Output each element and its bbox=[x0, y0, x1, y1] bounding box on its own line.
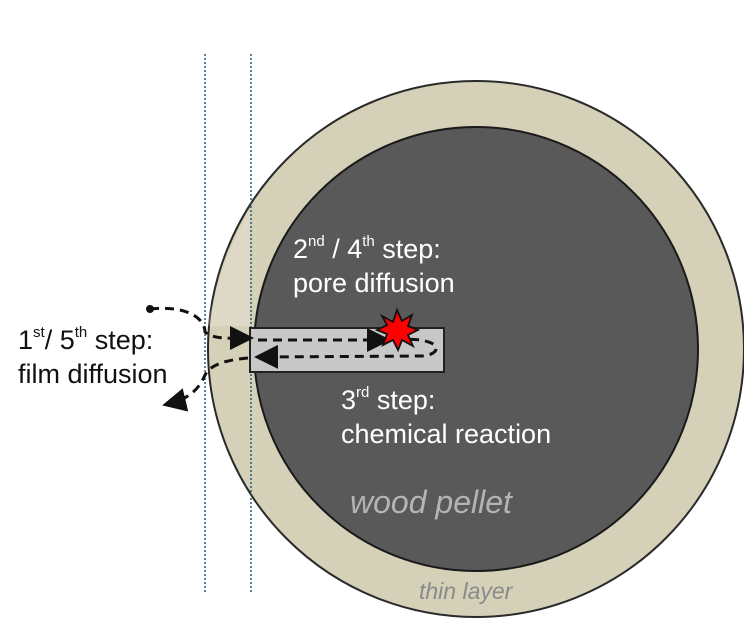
step2-line2: pore diffusion bbox=[293, 268, 455, 298]
wood-pellet-label: wood pellet bbox=[350, 484, 512, 520]
explosion-burst-icon bbox=[374, 307, 421, 353]
step1-sup-a: st bbox=[33, 324, 45, 341]
step2-sup-b: th bbox=[362, 233, 375, 250]
step2-mid: / 4 bbox=[324, 234, 363, 264]
pore-channel bbox=[249, 327, 445, 373]
step2-tail: step: bbox=[374, 234, 441, 264]
step1-label: 1st/ 5th step: film diffusion bbox=[18, 324, 168, 389]
step1-line2: film diffusion bbox=[18, 359, 168, 389]
incoming-diffusion-path bbox=[149, 306, 254, 351]
step2-label: 2nd / 4th step: pore diffusion bbox=[293, 233, 455, 298]
film-region bbox=[207, 210, 250, 326]
step3-sup: rd bbox=[356, 384, 370, 401]
step1-mid: / 5 bbox=[44, 325, 75, 355]
step3-label: 3rd step: chemical reaction bbox=[341, 384, 552, 449]
thin-layer-label: thin layer bbox=[419, 578, 513, 604]
step3-line2: chemical reaction bbox=[341, 419, 552, 449]
outgoing-diffusion-path bbox=[162, 356, 249, 412]
step1-tail: step: bbox=[87, 325, 154, 355]
step2-sup-a: nd bbox=[308, 233, 325, 250]
step1-sup-b: th bbox=[74, 324, 88, 341]
step3-tail: step: bbox=[369, 385, 436, 415]
